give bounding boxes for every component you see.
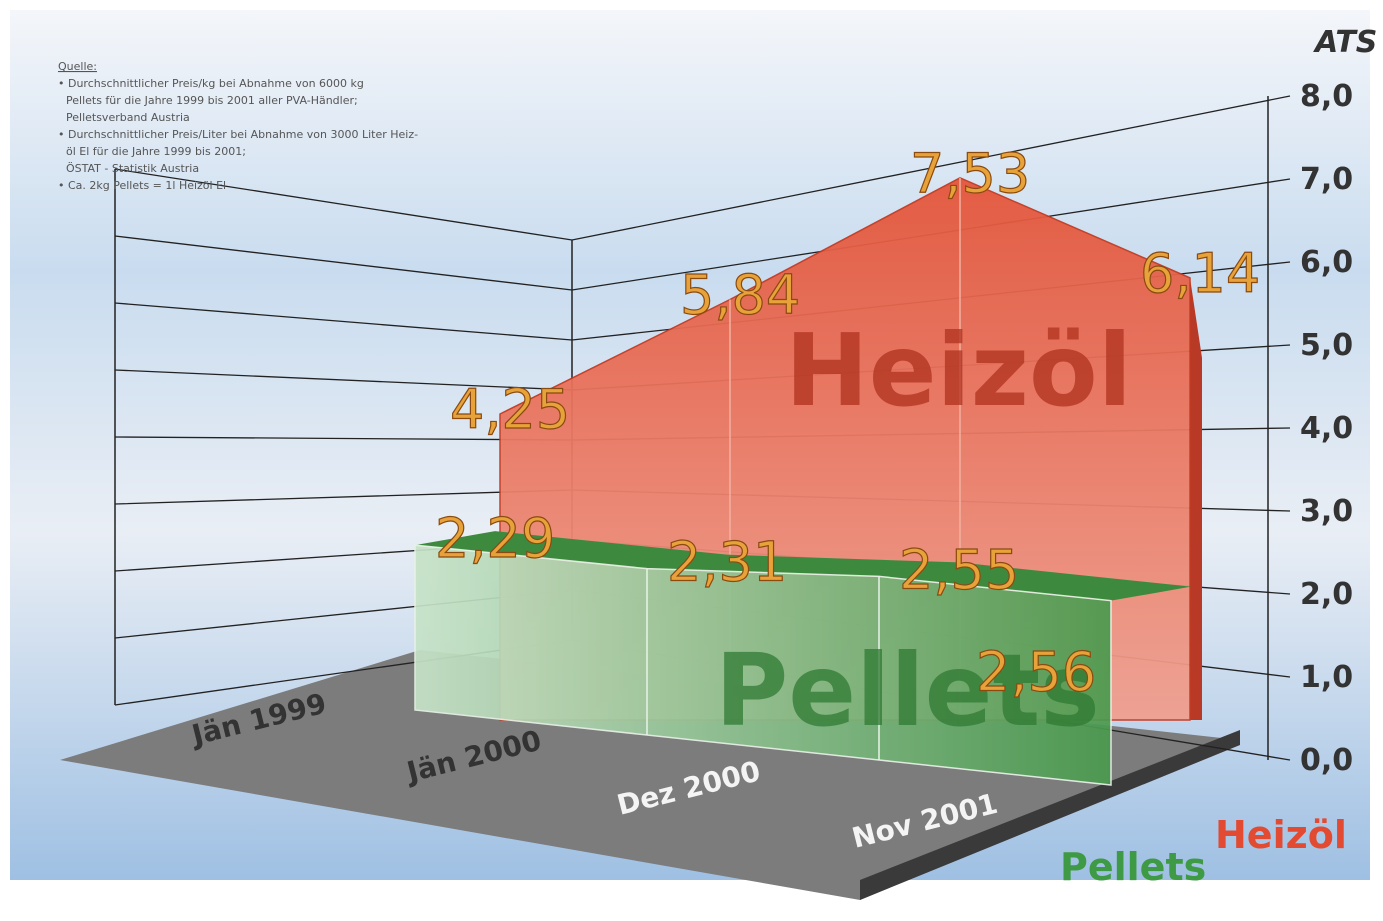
source-note: öl El für die Jahre 1999 bis 2001; xyxy=(66,145,246,158)
y-tick-label: 1,0 xyxy=(1300,660,1353,695)
value-label: 7,53 xyxy=(910,142,1030,205)
source-note: ÖSTAT - Statistik Austria xyxy=(66,162,199,175)
area-pellets xyxy=(414,544,1112,786)
value-label: 6,14 xyxy=(1140,242,1260,305)
floor-edge xyxy=(860,730,1240,900)
grid: 0,0 1,0 2,0 3,0 4,0 5,0 6,0 7,0 8,0 xyxy=(114,79,1353,778)
source-note: • Durchschnittlicher Preis/kg bei Abnahm… xyxy=(58,77,364,90)
value-label: 2,55 xyxy=(899,538,1019,601)
y-tick-label: 6,0 xyxy=(1300,245,1353,280)
y-tick-label: 7,0 xyxy=(1300,162,1353,197)
grid-line xyxy=(114,95,1291,241)
value-label: 5,84 xyxy=(680,264,800,327)
value-label: 4,25 xyxy=(450,378,570,441)
y-tick-label: 0,0 xyxy=(1300,743,1353,778)
source-note: Pelletsverband Austria xyxy=(66,111,190,124)
legend-label: Heizöl xyxy=(1215,813,1347,857)
y-tick-label: 2,0 xyxy=(1300,577,1353,612)
y-tick-label: 3,0 xyxy=(1300,494,1353,529)
area-heizoel-side xyxy=(1190,277,1202,720)
value-label: 2,56 xyxy=(976,641,1096,704)
source-note: Pellets für die Jahre 1999 bis 2001 alle… xyxy=(66,94,358,107)
area-pellets-top xyxy=(415,531,1191,601)
value-label: 2,29 xyxy=(435,507,555,570)
series-label: Pellets xyxy=(715,632,1100,749)
grid-line xyxy=(114,178,1291,291)
source-note: • Ca. 2kg Pellets = 1l Heizöl El xyxy=(58,179,226,192)
areas xyxy=(414,177,1202,786)
value-label: 2,31 xyxy=(667,531,787,594)
series-label: Heizöl xyxy=(785,312,1132,429)
source-notes: Quelle: • Durchschnittlicher Preis/kg bei… xyxy=(58,60,418,192)
source-note: • Durchschnittlicher Preis/Liter bei Abn… xyxy=(58,128,418,141)
y-tick-label: 8,0 xyxy=(1300,79,1353,114)
legend-label: Pellets xyxy=(1060,845,1206,889)
y-axis-label: ATS xyxy=(1313,25,1377,60)
y-tick-label: 4,0 xyxy=(1300,411,1353,446)
source-note: Quelle: xyxy=(58,60,97,73)
y-tick-label: 5,0 xyxy=(1300,328,1353,363)
